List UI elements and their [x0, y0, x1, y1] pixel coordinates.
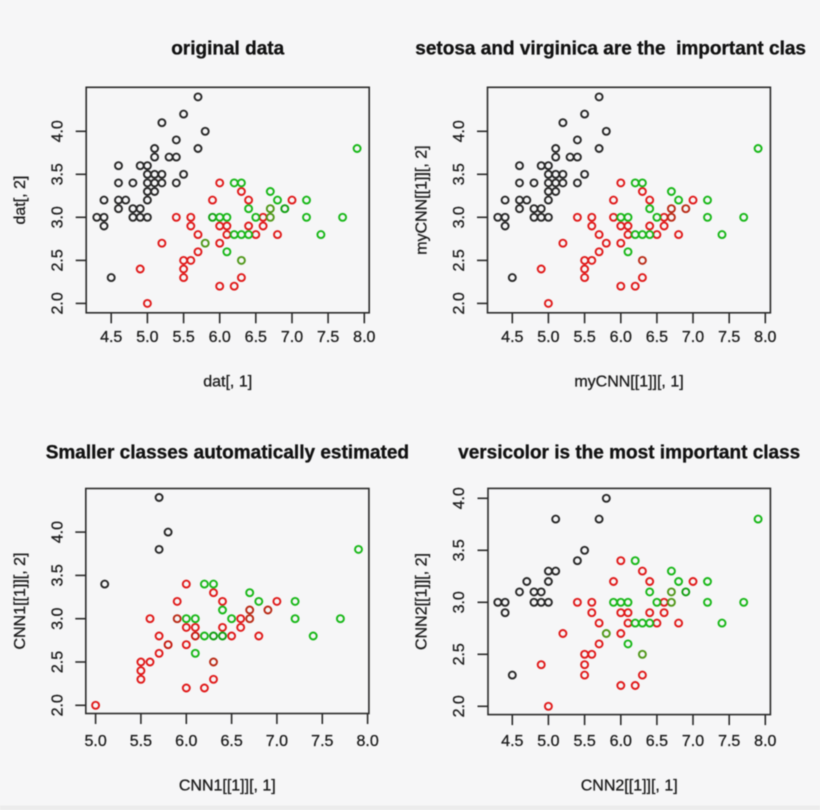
- svg-text:5.5: 5.5: [130, 733, 152, 750]
- svg-text:Smaller classes automatically: Smaller classes automatically estimated: [46, 442, 409, 463]
- svg-text:5.5: 5.5: [573, 733, 595, 750]
- svg-text:2.0: 2.0: [50, 292, 67, 314]
- svg-text:5.0: 5.0: [136, 329, 158, 346]
- svg-text:4.5: 4.5: [100, 329, 122, 346]
- svg-text:3.5: 3.5: [451, 163, 468, 185]
- svg-text:3.5: 3.5: [50, 163, 67, 185]
- svg-text:2.5: 2.5: [50, 249, 67, 271]
- svg-text:2.5: 2.5: [451, 643, 468, 665]
- svg-text:4.0: 4.0: [451, 120, 468, 142]
- svg-text:setosa and virginica are the: setosa and virginica are the important c…: [415, 39, 806, 60]
- svg-text:2.5: 2.5: [50, 651, 67, 673]
- svg-text:7.5: 7.5: [311, 733, 333, 750]
- svg-text:dat[, 2]: dat[, 2]: [12, 176, 29, 225]
- svg-text:8.0: 8.0: [754, 329, 776, 346]
- svg-text:7.0: 7.0: [682, 733, 704, 750]
- svg-text:5.5: 5.5: [172, 329, 194, 346]
- svg-text:7.0: 7.0: [682, 329, 704, 346]
- svg-text:CNN1[[1]][, 1]: CNN1[[1]][, 1]: [179, 777, 276, 794]
- svg-text:7.0: 7.0: [281, 329, 303, 346]
- svg-text:4.0: 4.0: [451, 487, 468, 509]
- svg-text:versicolor is the most importa: versicolor is the most important class: [458, 442, 800, 463]
- svg-text:myCNN[[1]][, 1]: myCNN[[1]][, 1]: [574, 374, 683, 391]
- svg-text:myCNN[[1]][, 2]: myCNN[[1]][, 2]: [414, 145, 431, 254]
- svg-text:5.0: 5.0: [537, 329, 559, 346]
- svg-text:6.5: 6.5: [220, 733, 242, 750]
- svg-text:7.5: 7.5: [718, 329, 740, 346]
- svg-text:2.0: 2.0: [451, 292, 468, 314]
- svg-text:6.0: 6.0: [610, 733, 632, 750]
- svg-text:2.0: 2.0: [50, 694, 67, 716]
- svg-text:3.5: 3.5: [451, 539, 468, 561]
- svg-text:dat[, 1]: dat[, 1]: [203, 374, 252, 391]
- svg-text:4.5: 4.5: [501, 329, 523, 346]
- svg-text:8.0: 8.0: [754, 733, 776, 750]
- svg-text:8.0: 8.0: [356, 733, 378, 750]
- svg-text:CNN2[[1]][, 1]: CNN2[[1]][, 1]: [581, 777, 678, 794]
- svg-text:6.5: 6.5: [646, 329, 668, 346]
- svg-text:3.0: 3.0: [451, 206, 468, 228]
- svg-text:2.5: 2.5: [451, 249, 468, 271]
- svg-text:4.5: 4.5: [501, 733, 523, 750]
- svg-text:6.5: 6.5: [646, 733, 668, 750]
- svg-text:7.5: 7.5: [718, 733, 740, 750]
- svg-text:6.5: 6.5: [245, 329, 267, 346]
- svg-text:4.0: 4.0: [50, 120, 67, 142]
- svg-text:3.0: 3.0: [451, 591, 468, 613]
- svg-text:CNN2[[1]][, 2]: CNN2[[1]][, 2]: [414, 553, 431, 650]
- svg-text:6.0: 6.0: [209, 329, 231, 346]
- svg-text:3.5: 3.5: [50, 564, 67, 586]
- svg-text:3.0: 3.0: [50, 206, 67, 228]
- svg-text:2.0: 2.0: [451, 695, 468, 717]
- svg-text:original data: original data: [171, 39, 284, 60]
- svg-text:6.0: 6.0: [175, 733, 197, 750]
- svg-text:4.0: 4.0: [50, 521, 67, 543]
- svg-text:6.0: 6.0: [610, 329, 632, 346]
- svg-text:CNN1[[1]][, 2]: CNN1[[1]][, 2]: [12, 553, 29, 650]
- svg-text:5.0: 5.0: [84, 733, 106, 750]
- svg-text:5.5: 5.5: [573, 329, 595, 346]
- svg-text:7.5: 7.5: [317, 329, 339, 346]
- svg-text:3.0: 3.0: [50, 607, 67, 629]
- svg-text:8.0: 8.0: [353, 329, 375, 346]
- svg-text:7.0: 7.0: [266, 733, 288, 750]
- svg-text:5.0: 5.0: [537, 733, 559, 750]
